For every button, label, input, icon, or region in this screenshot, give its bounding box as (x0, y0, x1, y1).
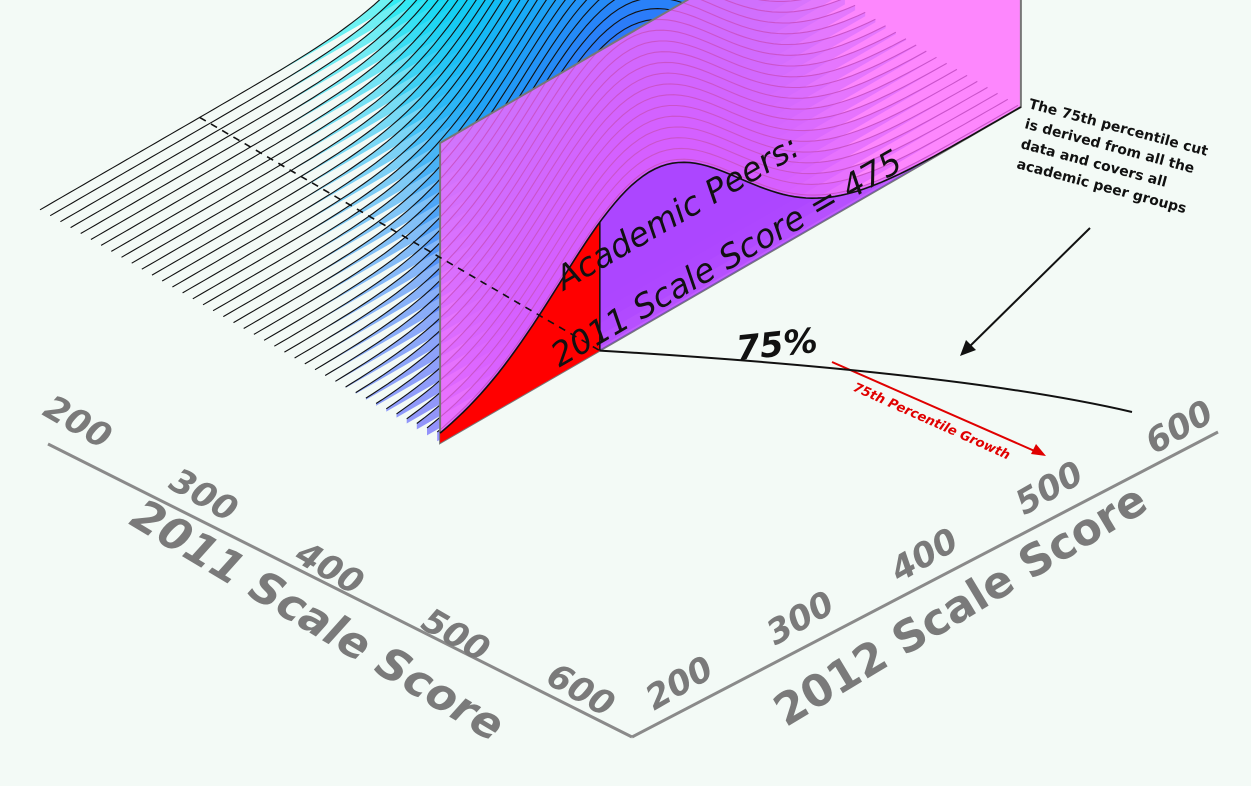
growth-arrow-line (831, 361, 1039, 454)
x-tick-label: 600 (540, 655, 621, 725)
ridge-line (90, 0, 439, 240)
ridge-line (151, 0, 495, 276)
slice-front (199, 106, 1022, 443)
ridge-line (253, 0, 803, 335)
ridge-line (202, 0, 538, 306)
ridge-line (111, 0, 459, 252)
ridge-line (243, 0, 577, 329)
ridge-line (161, 0, 504, 282)
growth-arrow-head (1031, 444, 1046, 456)
ridge-line (39, 0, 381, 211)
annotation-arrow-head (960, 340, 976, 356)
y-tick-label: 200 (639, 648, 720, 718)
ridge-line (223, 0, 557, 318)
ridge-line (60, 0, 406, 223)
ridge-line (212, 0, 547, 312)
ridge-line (100, 0, 449, 246)
ridge-line (172, 0, 512, 288)
upper-tail-area (440, 222, 600, 443)
y-tick-label: 300 (760, 583, 841, 653)
ridge-line (233, 0, 566, 324)
cut-extension-line (599, 349, 1133, 413)
annotation-arrow-line (965, 227, 1091, 351)
lower-area (599, 107, 1021, 351)
x-tick-label: 200 (37, 387, 118, 457)
ridge-line (121, 0, 468, 258)
ridge-line (192, 0, 530, 300)
ridge-line (70, 0, 418, 229)
percentile-label: 75% (734, 321, 819, 369)
slice-density-curve (439, 106, 1022, 434)
ridge-line (131, 0, 477, 264)
y-axis-line (631, 430, 1219, 739)
axes (47, 430, 1219, 739)
ridge-line (80, 0, 429, 234)
surface-strip (40, 0, 403, 210)
ridge-line (49, 0, 394, 217)
growth-arrow-label: 75th Percentile Growth (851, 380, 1013, 463)
ridge-line (182, 0, 521, 294)
x-axis-line (47, 442, 633, 739)
ridge-line (141, 0, 486, 270)
